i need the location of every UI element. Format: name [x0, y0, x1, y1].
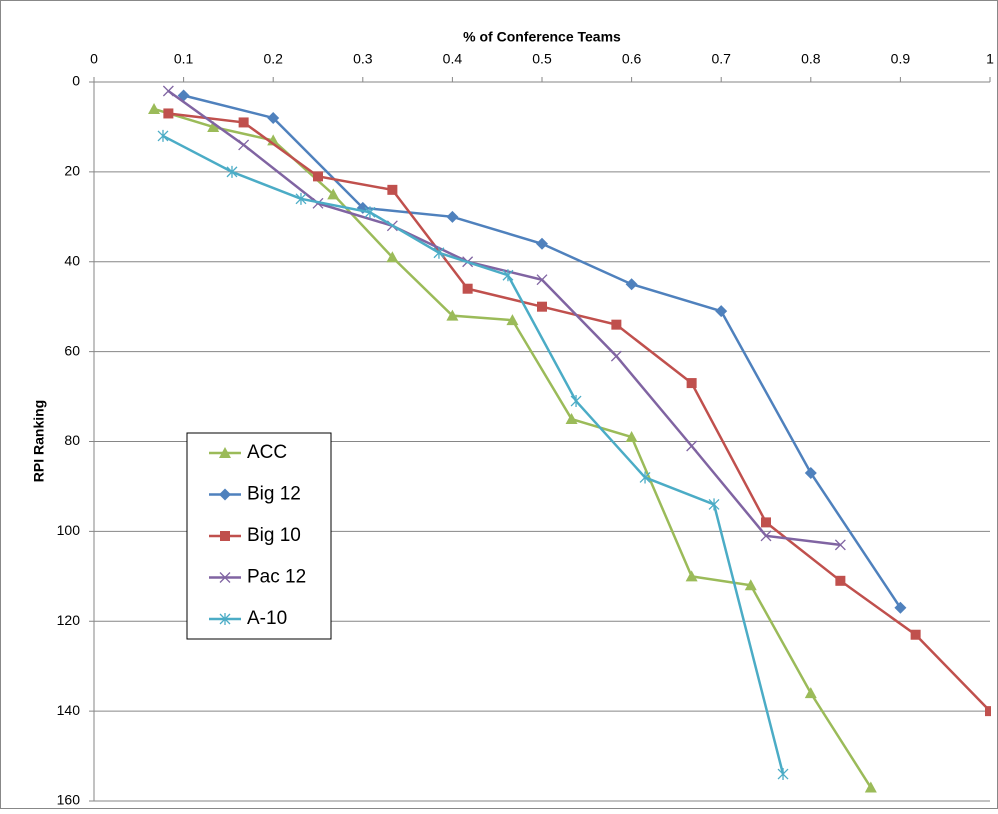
marker [625, 278, 638, 291]
marker [219, 572, 231, 583]
marker [238, 117, 249, 128]
marker [446, 309, 459, 321]
marker [536, 237, 548, 250]
legend-label: ACC [247, 442, 287, 463]
marker [639, 471, 651, 484]
y-tick-label: 100 [57, 522, 81, 538]
marker [565, 413, 578, 425]
marker [219, 613, 231, 625]
x-tick-label: 0.3 [353, 51, 373, 67]
marker [387, 184, 398, 195]
series [157, 129, 789, 781]
marker [462, 283, 473, 294]
marker [804, 687, 817, 699]
x-tick-label: 1 [986, 51, 994, 67]
x-tick-label: 0.1 [174, 51, 194, 67]
marker [536, 274, 548, 286]
x-tick-label: 0.8 [801, 51, 821, 67]
series [148, 102, 877, 793]
x-tick-label: 0.7 [711, 51, 731, 67]
marker [220, 531, 230, 541]
marker [985, 706, 991, 717]
marker [219, 488, 231, 501]
marker [157, 129, 169, 142]
marker [433, 246, 445, 259]
marker [744, 579, 757, 591]
marker [226, 165, 238, 178]
legend-label: Pac 12 [247, 567, 306, 588]
marker [910, 629, 921, 640]
y-tick-label: 120 [57, 612, 81, 628]
line [162, 134, 785, 775]
y-tick-label: 80 [64, 432, 80, 448]
marker [207, 120, 220, 132]
x-tick-label: 0 [90, 51, 98, 67]
marker [163, 108, 174, 119]
x-tick-label: 0.9 [891, 51, 911, 67]
line [167, 89, 841, 547]
x-tick-label: 0.2 [263, 51, 283, 67]
marker [502, 269, 514, 282]
legend-label: Big 12 [247, 484, 301, 505]
marker [364, 206, 376, 219]
marker [625, 431, 638, 443]
y-tick-label: 160 [57, 792, 81, 808]
marker [777, 768, 789, 781]
marker [835, 575, 846, 586]
marker [162, 85, 174, 97]
y-axis-title: RPI Ranking [31, 400, 47, 482]
marker [685, 570, 698, 582]
legend-label: Big 10 [247, 525, 301, 546]
marker [611, 319, 622, 330]
x-tick-label: 0.6 [622, 51, 642, 67]
x-tick-label: 0.5 [532, 51, 552, 67]
y-tick-label: 0 [72, 73, 80, 89]
marker [295, 192, 307, 205]
series [163, 108, 991, 717]
marker [238, 139, 250, 151]
x-axis-title: % of Conference Teams [463, 29, 621, 45]
marker [864, 781, 877, 793]
marker [708, 498, 720, 511]
marker [313, 171, 323, 182]
marker [148, 102, 161, 114]
y-tick-label: 60 [64, 342, 80, 358]
marker [327, 188, 340, 200]
x-tick-label: 0.4 [443, 51, 463, 67]
marker [446, 210, 459, 223]
marker [610, 350, 622, 362]
marker [506, 314, 519, 326]
marker [760, 530, 772, 542]
marker [804, 466, 817, 479]
marker [715, 305, 728, 318]
legend-label: A-10 [247, 608, 287, 629]
y-tick-label: 40 [64, 252, 80, 268]
marker [834, 539, 846, 551]
marker [761, 517, 771, 528]
marker [686, 440, 698, 452]
marker [686, 378, 697, 389]
marker [570, 395, 582, 408]
marker [537, 301, 547, 312]
line [168, 112, 991, 712]
marker [386, 251, 399, 263]
marker [219, 447, 231, 458]
marker [267, 111, 280, 124]
y-tick-label: 20 [64, 163, 80, 179]
marker [894, 601, 907, 614]
y-tick-label: 140 [57, 702, 81, 718]
